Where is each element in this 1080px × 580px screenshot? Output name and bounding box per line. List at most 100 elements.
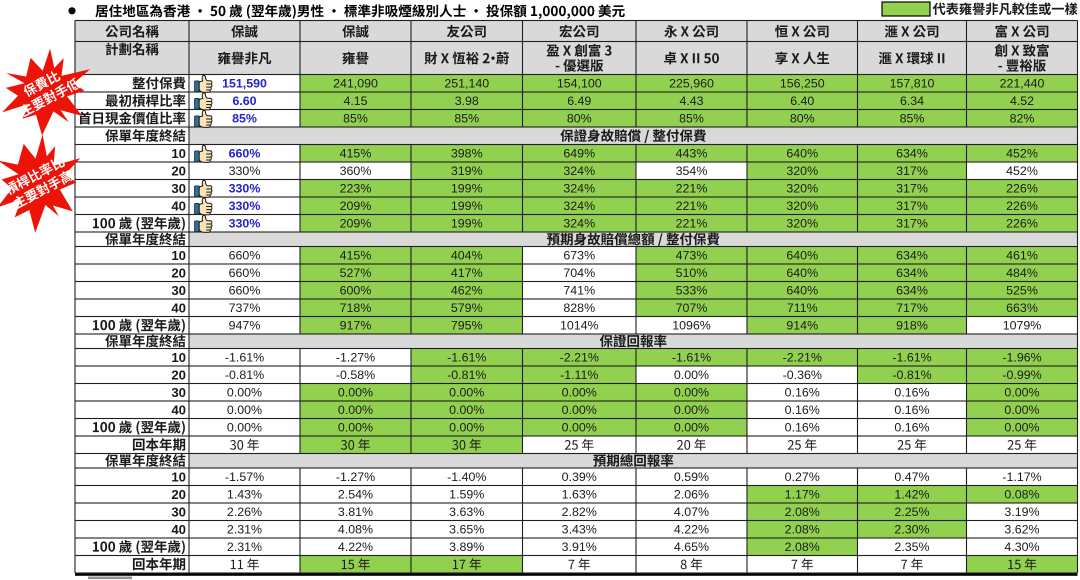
svg-text:221,440: 221,440 (1000, 77, 1045, 91)
svg-text:-1.40%: -1.40% (447, 470, 486, 484)
svg-text:711%: 711% (787, 301, 818, 315)
svg-text:640%: 640% (786, 249, 818, 263)
svg-text:415%: 415% (340, 249, 372, 263)
svg-text:199%: 199% (451, 217, 483, 231)
svg-text:0.00%: 0.00% (562, 403, 597, 417)
svg-text:660%: 660% (229, 284, 261, 298)
svg-text:634%: 634% (896, 249, 928, 263)
svg-text:0.16%: 0.16% (785, 403, 820, 417)
svg-text:209%: 209% (340, 199, 372, 213)
svg-text:0.00%: 0.00% (338, 386, 373, 400)
svg-text:1014%: 1014% (560, 319, 599, 333)
svg-text:10: 10 (171, 248, 186, 263)
svg-text:0.00%: 0.00% (227, 421, 262, 435)
svg-text:241,090: 241,090 (333, 77, 378, 91)
svg-text:0.00%: 0.00% (1004, 403, 1039, 417)
svg-text:80%: 80% (790, 112, 815, 126)
svg-text:1.63%: 1.63% (562, 488, 597, 502)
svg-text:828%: 828% (563, 301, 595, 315)
svg-text:4.65%: 4.65% (674, 540, 709, 554)
svg-text:-1.17%: -1.17% (1002, 470, 1041, 484)
svg-text:85%: 85% (454, 112, 479, 126)
svg-text:1.43%: 1.43% (227, 488, 262, 502)
svg-text:4.07%: 4.07% (674, 505, 709, 519)
svg-text:-0.58%: -0.58% (336, 368, 375, 382)
svg-text:462%: 462% (451, 284, 483, 298)
svg-text:20: 20 (171, 368, 186, 383)
svg-text:398%: 398% (451, 147, 483, 161)
svg-text:0.16%: 0.16% (785, 421, 820, 435)
svg-text:226%: 226% (1006, 199, 1038, 213)
svg-text:-1.61%: -1.61% (672, 351, 711, 365)
svg-text:40: 40 (171, 301, 186, 316)
svg-text:2.35%: 2.35% (894, 540, 929, 554)
svg-text:660%: 660% (229, 249, 261, 263)
svg-text:579%: 579% (451, 301, 483, 315)
svg-text:4.30%: 4.30% (1004, 540, 1039, 554)
svg-text:209%: 209% (340, 217, 372, 231)
svg-text:0.00%: 0.00% (449, 386, 484, 400)
svg-text:3.62%: 3.62% (1004, 523, 1039, 537)
svg-text:415%: 415% (340, 147, 372, 161)
svg-text:640%: 640% (786, 147, 818, 161)
svg-text:2.30%: 2.30% (894, 523, 929, 537)
svg-text:-1.96%: -1.96% (1002, 351, 1041, 365)
svg-text:1096%: 1096% (672, 319, 711, 333)
svg-text:2.26%: 2.26% (227, 505, 262, 519)
svg-text:225,960: 225,960 (669, 77, 714, 91)
svg-text:3.91%: 3.91% (562, 540, 597, 554)
svg-text:3.98: 3.98 (455, 94, 479, 108)
svg-text:360%: 360% (340, 164, 372, 178)
svg-text:226%: 226% (1006, 182, 1038, 196)
svg-text:30: 30 (171, 385, 186, 400)
svg-text:156,250: 156,250 (780, 77, 825, 91)
svg-text:251,140: 251,140 (444, 77, 489, 91)
svg-text:-1.11%: -1.11% (560, 368, 598, 382)
svg-text:4.43: 4.43 (679, 94, 703, 108)
svg-text:-2.21%: -2.21% (783, 351, 822, 365)
svg-text:0.00%: 0.00% (562, 386, 597, 400)
svg-text:221%: 221% (676, 217, 708, 231)
svg-text:-0.81%: -0.81% (447, 368, 486, 382)
svg-text:417%: 417% (451, 266, 483, 280)
svg-text:2.25%: 2.25% (894, 505, 929, 519)
svg-text:-0.81%: -0.81% (892, 368, 931, 382)
svg-text:3.19%: 3.19% (1004, 505, 1039, 519)
svg-text:718%: 718% (340, 301, 372, 315)
svg-text:2.31%: 2.31% (227, 523, 262, 537)
svg-text:3.89%: 3.89% (449, 540, 484, 554)
svg-text:707%: 707% (676, 301, 708, 315)
svg-text:0.00%: 0.00% (1004, 421, 1039, 435)
svg-text:85%: 85% (679, 112, 704, 126)
svg-text:917%: 917% (340, 319, 372, 333)
svg-text:221%: 221% (676, 199, 708, 213)
svg-text:154,100: 154,100 (557, 77, 602, 91)
svg-text:-1.27%: -1.27% (336, 470, 375, 484)
svg-text:0.00%: 0.00% (1004, 386, 1039, 400)
svg-text:404%: 404% (451, 249, 483, 263)
svg-text:330%: 330% (229, 199, 261, 213)
svg-text:0.00%: 0.00% (338, 421, 373, 435)
svg-text:640%: 640% (786, 266, 818, 280)
svg-text:2.54%: 2.54% (338, 488, 373, 502)
svg-text:30: 30 (171, 283, 186, 298)
svg-text:85%: 85% (900, 112, 925, 126)
svg-text:85%: 85% (232, 112, 257, 126)
svg-text:4.08%: 4.08% (338, 523, 373, 537)
svg-text:525%: 525% (1006, 284, 1038, 298)
svg-text:484%: 484% (1006, 266, 1038, 280)
svg-text:2.08%: 2.08% (785, 540, 820, 554)
svg-text:330%: 330% (229, 182, 261, 196)
svg-text:0.39%: 0.39% (562, 470, 597, 484)
svg-text:-2.21%: -2.21% (560, 351, 599, 365)
svg-text:0.00%: 0.00% (562, 421, 597, 435)
svg-text:320%: 320% (786, 164, 818, 178)
svg-text:6.60: 6.60 (232, 94, 256, 108)
svg-text:6.34: 6.34 (900, 94, 924, 108)
svg-text:704%: 704% (563, 266, 595, 280)
svg-text:0.00%: 0.00% (674, 403, 709, 417)
svg-text:0.16%: 0.16% (785, 386, 820, 400)
svg-text:452%: 452% (1006, 147, 1038, 161)
svg-text:0.00%: 0.00% (338, 403, 373, 417)
svg-text:0.00%: 0.00% (674, 421, 709, 435)
